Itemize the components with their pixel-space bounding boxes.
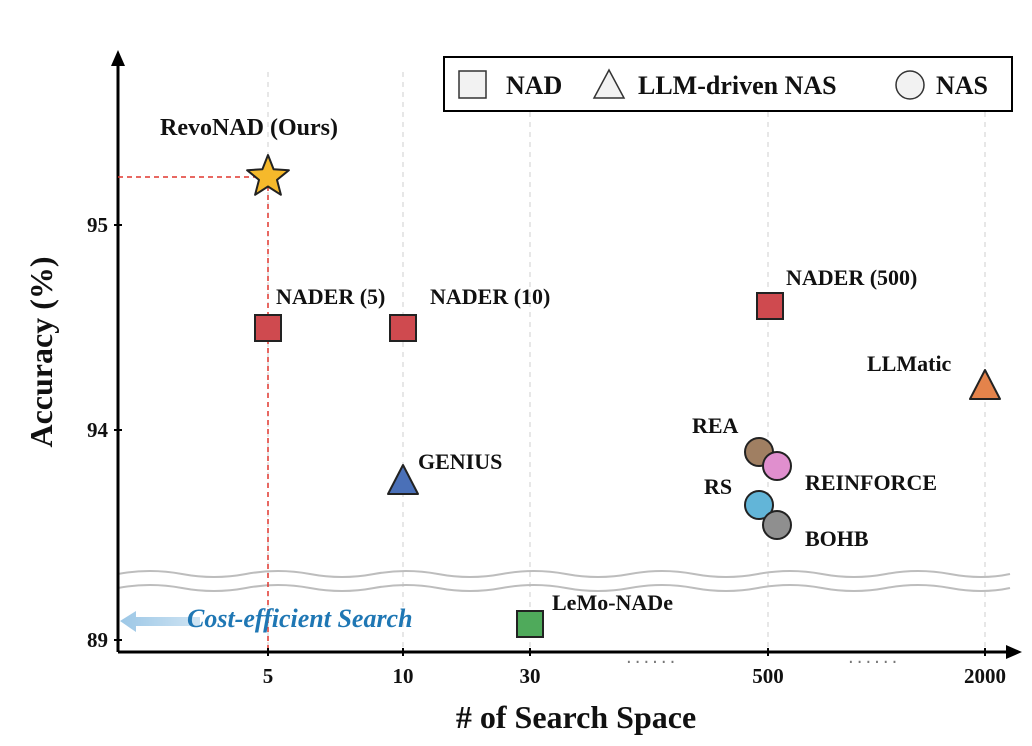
point-reinforce <box>762 451 792 481</box>
point-nader-10 <box>389 314 417 342</box>
cost-efficient-annotation: Cost-efficient Search <box>120 604 413 633</box>
legend: NAD LLM-driven NAS NAS <box>443 56 1013 112</box>
left-arrow-icon <box>120 611 200 632</box>
legend-square-icon <box>458 70 487 99</box>
x-tick-label: 5 <box>263 664 274 688</box>
y-tick-labels: 89 94 95 <box>87 213 122 652</box>
point-label-bohb: BOHB <box>805 526 869 551</box>
legend-circle-icon <box>895 70 925 100</box>
point-revonad-ours <box>246 154 290 196</box>
data-points: RevoNAD (Ours) NADER (5) NADER (10) NADER (… <box>160 115 1001 638</box>
point-nader-500 <box>756 292 784 320</box>
annotation-text: Cost-efficient Search <box>187 604 413 633</box>
point-lemo-nade <box>516 610 544 638</box>
point-label-nader-10: NADER (10) <box>430 284 550 309</box>
point-label-rea: REA <box>692 413 739 438</box>
point-label-nader-5: NADER (5) <box>276 284 385 309</box>
point-rs <box>744 490 774 520</box>
legend-label-nas: NAS <box>936 71 988 100</box>
point-label-revonad-ours: RevoNAD (Ours) <box>160 115 338 141</box>
point-bohb <box>762 510 792 540</box>
point-label-llmatic: LLMatic <box>867 351 952 376</box>
point-llmatic <box>969 369 1001 400</box>
axis-ellipsis: ······ <box>626 652 678 673</box>
x-tick-label: 2000 <box>964 664 1006 688</box>
legend-label-llm-nas: LLM-driven NAS <box>638 71 837 100</box>
point-genius <box>387 464 419 495</box>
y-tick-label: 89 <box>87 628 108 652</box>
axis-break <box>117 570 1011 592</box>
point-label-nader-500: NADER (500) <box>786 265 917 290</box>
x-tick-label: 10 <box>393 664 414 688</box>
point-label-genius: GENIUS <box>418 449 502 474</box>
x-tick-label: 500 <box>752 664 784 688</box>
y-tick-label: 94 <box>87 418 109 442</box>
reference-lines <box>118 176 269 652</box>
y-axis-label: Accuracy (%) <box>23 256 59 447</box>
point-label-reinforce: REINFORCE <box>805 470 937 495</box>
legend-triangle-icon <box>592 68 626 99</box>
axis-ellipsis: ······ <box>848 652 900 673</box>
x-axis-label: # of Search Space <box>456 699 696 735</box>
point-nader-5 <box>254 314 282 342</box>
x-tick-labels: 5 10 30 500 2000 <box>263 648 1006 688</box>
point-label-rs: RS <box>704 474 732 499</box>
axes <box>111 50 1022 659</box>
legend-label-nad: NAD <box>506 71 562 100</box>
y-tick-label: 95 <box>87 213 108 237</box>
x-tick-label: 30 <box>520 664 541 688</box>
point-label-lemo-nade: LeMo-NADe <box>552 590 673 615</box>
